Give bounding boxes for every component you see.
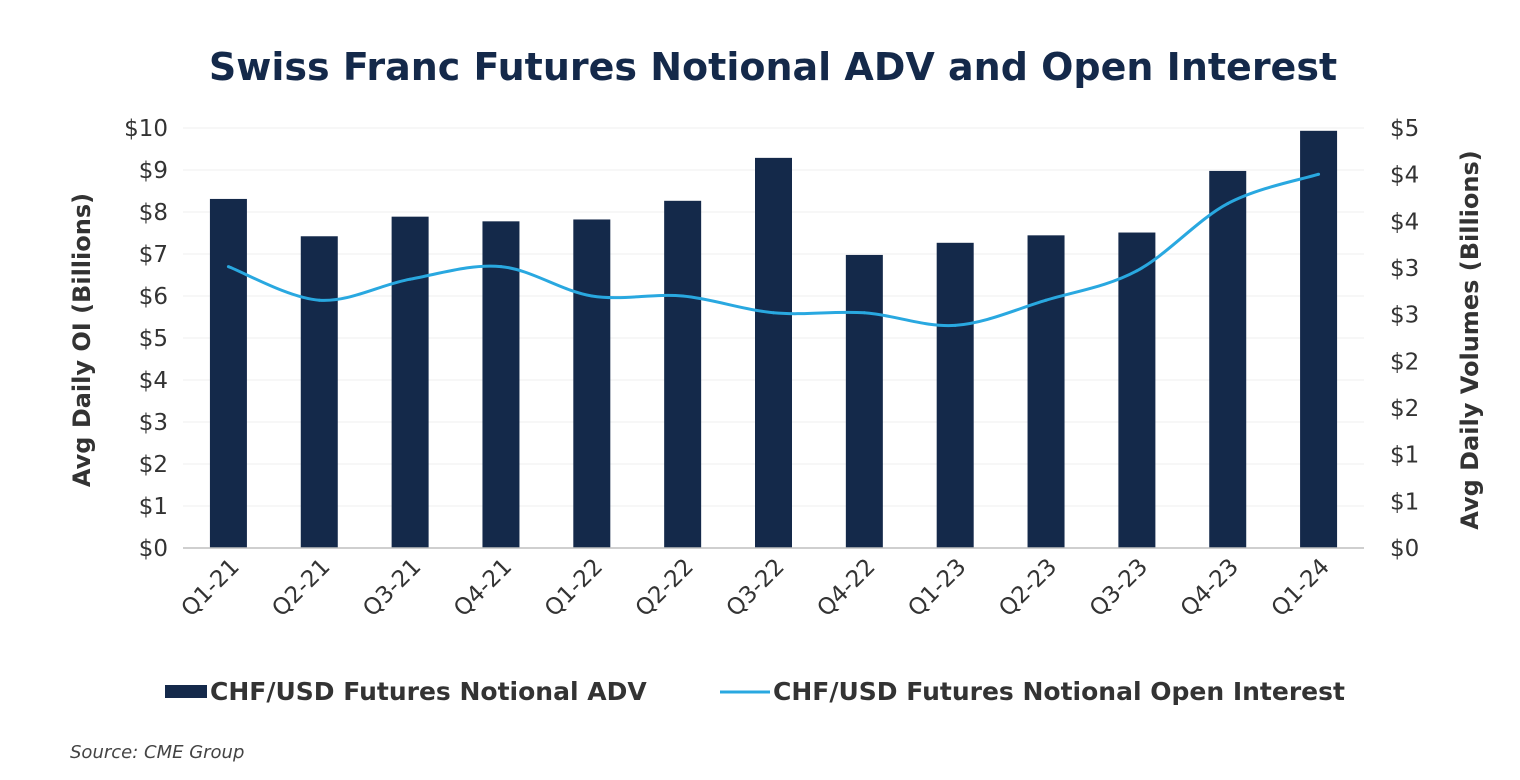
adv-bar	[482, 221, 520, 549]
legend: CHF/USD Futures Notional ADV CHF/USD Fut…	[165, 677, 1345, 706]
y-tick-label-left: $9	[139, 158, 168, 184]
adv-bar	[1209, 170, 1247, 548]
oi-point	[953, 323, 957, 327]
oi-point	[226, 265, 230, 269]
y-tick-label-right: $2	[1390, 349, 1419, 375]
x-tick-label: Q2-21	[267, 554, 335, 622]
chart-title: Swiss Franc Futures Notional ADV and Ope…	[209, 45, 1337, 89]
adv-bar	[1118, 232, 1156, 549]
y-tick-label-right: $5	[1390, 116, 1419, 142]
y-tick-label-left: $4	[139, 368, 168, 394]
adv-bar	[664, 200, 702, 549]
x-tick-label: Q3-23	[1085, 554, 1153, 622]
adv-bar	[573, 219, 611, 548]
legend-label-oi: CHF/USD Futures Notional Open Interest	[773, 677, 1345, 706]
left-axis-ticks: $0 $1 $2 $3 $4 $5 $6 $7 $8 $9 $10	[124, 116, 168, 562]
right-axis-ticks: $0 $1 $1 $2 $2 $3 $3 $4 $4 $5	[1390, 116, 1419, 562]
y-tick-label-left: $8	[139, 200, 168, 226]
y-axis-title-right: Avg Daily Volumes (Billions)	[1456, 150, 1484, 529]
y-tick-label-right: $1	[1390, 489, 1419, 515]
x-tick-label: Q1-23	[903, 554, 971, 622]
y-tick-label-right: $1	[1390, 443, 1419, 469]
oi-point	[772, 311, 775, 315]
legend-label-adv: CHF/USD Futures Notional ADV	[210, 677, 647, 706]
adv-bar	[936, 242, 974, 549]
oi-point	[1044, 298, 1048, 302]
adv-bar	[391, 216, 429, 548]
oi-point	[317, 298, 321, 302]
y-tick-label-right: $4	[1390, 163, 1419, 189]
oi-point	[590, 294, 594, 298]
y-tick-label-left: $0	[139, 536, 168, 562]
adv-bar	[1027, 235, 1065, 549]
x-tick-label: Q1-24	[1267, 554, 1335, 622]
x-tick-label: Q1-22	[540, 554, 608, 622]
y-tick-label-left: $6	[139, 284, 168, 310]
x-tick-label: Q3-21	[358, 554, 426, 622]
x-axis-ticks: Q1-21 Q2-21 Q3-21 Q4-21 Q1-22 Q2-22 Q3-22 Q4-22…	[177, 554, 1335, 622]
adv-bar	[300, 236, 338, 548]
x-tick-label: Q4-21	[449, 554, 517, 622]
adv-bar	[1300, 130, 1338, 549]
y-axis-title-left: Avg Daily OI (Billions)	[68, 193, 96, 487]
oi-point	[408, 277, 412, 281]
y-tick-label-left: $7	[139, 242, 168, 268]
legend-swatch-adv	[165, 685, 207, 698]
y-tick-label-left: $2	[139, 452, 168, 478]
x-tick-label: Q1-21	[177, 554, 245, 622]
x-tick-label: Q2-23	[994, 554, 1062, 622]
oi-point	[1226, 202, 1230, 206]
y-tick-label-left: $5	[139, 326, 168, 352]
x-tick-label: Q4-23	[1176, 554, 1244, 622]
y-tick-label-right: $3	[1390, 303, 1419, 329]
adv-bar	[755, 157, 792, 548]
adv-bars	[209, 130, 1338, 549]
y-tick-label-left: $3	[139, 410, 168, 436]
adv-bar	[209, 198, 247, 548]
oi-point	[1135, 269, 1139, 273]
oi-point	[499, 265, 503, 269]
oi-point	[1317, 172, 1321, 176]
y-tick-label-left: $1	[139, 494, 168, 520]
y-tick-label-right: $0	[1390, 536, 1419, 562]
oi-point	[681, 294, 685, 298]
oi-point	[862, 311, 866, 315]
y-tick-label-right: $3	[1390, 256, 1419, 282]
source-note: Source: CME Group	[70, 742, 244, 763]
y-tick-label-left: $10	[124, 116, 168, 142]
x-tick-label: Q3-22	[722, 554, 790, 622]
y-tick-label-right: $2	[1390, 396, 1419, 422]
y-tick-label-right: $4	[1390, 209, 1419, 235]
oi-line-group	[226, 172, 1321, 328]
adv-bar	[845, 254, 883, 548]
x-tick-label: Q4-22	[812, 554, 880, 622]
x-tick-label: Q2-22	[631, 554, 699, 622]
